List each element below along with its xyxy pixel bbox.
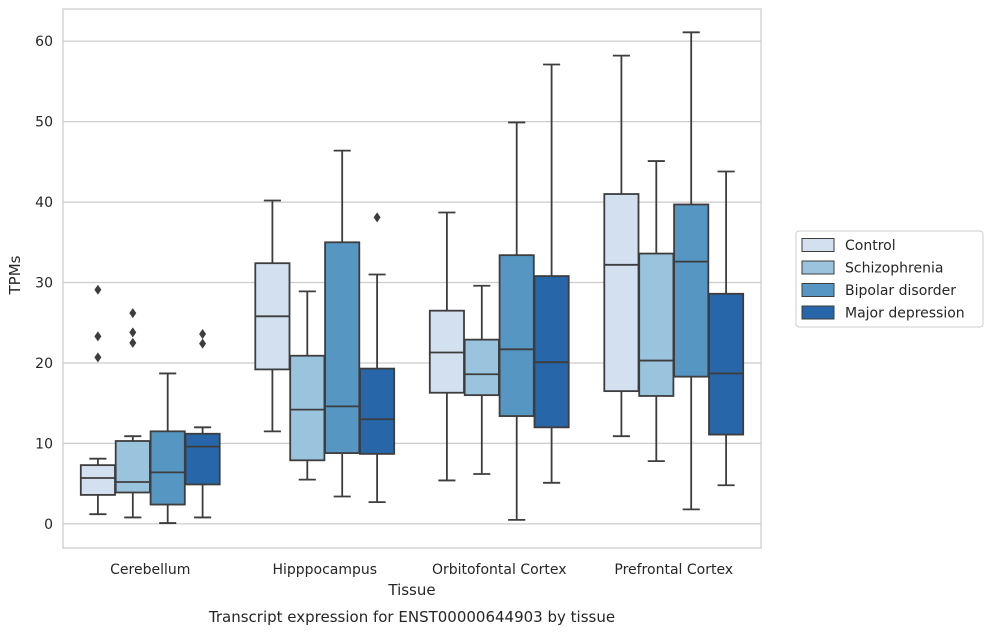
box <box>498 254 535 417</box>
box-plot <box>324 149 361 498</box>
outlier-point <box>94 352 102 363</box>
outlier-point <box>199 329 207 340</box>
legend: Control Schizophrenia Bipolar disorder Majo… <box>795 230 984 328</box>
box <box>149 430 186 506</box>
y-tick-label: 0 <box>44 517 53 533</box>
y-axis-label: TPMs <box>6 255 24 295</box>
box <box>359 367 396 455</box>
box-plot <box>498 121 535 521</box>
outlier-point <box>129 308 137 319</box>
box-plots <box>79 31 745 524</box>
outlier-point <box>129 327 137 338</box>
legend-label: Major depression <box>845 306 965 322</box>
legend-swatch <box>801 238 835 252</box>
box <box>638 252 675 397</box>
box-plot <box>149 372 186 524</box>
plot-frame <box>62 8 762 549</box>
box <box>533 275 570 429</box>
box-plot <box>289 290 326 481</box>
box-plot <box>463 284 500 475</box>
box-plot <box>254 199 291 433</box>
legend-label: Bipolar disorder <box>845 283 956 299</box>
x-tick-label: Prefrontal Cortex <box>614 562 733 578</box>
box-plot <box>603 54 640 438</box>
box <box>324 241 361 454</box>
box-plot <box>428 211 465 482</box>
outlier-point <box>199 338 207 349</box>
x-tick-label: Cerebellum <box>110 562 190 578</box>
legend-swatch <box>801 283 835 297</box>
box-plot <box>673 31 710 511</box>
box-plot <box>708 170 745 487</box>
y-tick-label: 30 <box>35 276 53 292</box>
chart-caption: Transcript expression for ENST0000064490… <box>208 608 615 626</box>
outlier-point <box>373 212 381 223</box>
legend-frame <box>795 230 984 328</box>
box <box>289 354 326 462</box>
box-plot <box>359 212 396 504</box>
y-tick-label: 10 <box>35 436 53 452</box>
legend-swatch <box>801 260 835 275</box>
y-tick-label: 40 <box>35 195 53 211</box>
box-plot <box>638 160 675 463</box>
box-plot <box>79 284 116 516</box>
outlier-point <box>94 284 102 295</box>
x-tick-label: Orbitofontal Cortex <box>432 562 567 578</box>
y-tick-label: 60 <box>35 34 53 50</box>
x-axis-label: Tissue <box>387 581 435 599</box>
legend-label: Schizophrenia <box>845 261 943 277</box>
box-plot <box>114 308 151 519</box>
box <box>673 203 710 378</box>
box <box>708 292 745 436</box>
legend-swatch <box>801 305 835 320</box>
outlier-point <box>129 337 137 348</box>
y-tick-label: 20 <box>35 356 53 372</box>
y-tick-label: 50 <box>35 115 53 131</box>
box <box>184 432 221 486</box>
legend-label: Control <box>845 238 896 254</box>
outlier-point <box>94 331 102 342</box>
box <box>79 464 116 496</box>
box <box>463 338 500 397</box>
box <box>603 193 640 393</box>
box <box>114 440 151 494</box>
box-plot <box>184 329 221 519</box>
box-plot <box>533 63 570 484</box>
tick-labels: 0 10 20 30 40 50 60 Cerebellum Hipppocampus Orbit… <box>35 34 733 578</box>
x-tick-label: Hipppocampus <box>272 562 377 578</box>
